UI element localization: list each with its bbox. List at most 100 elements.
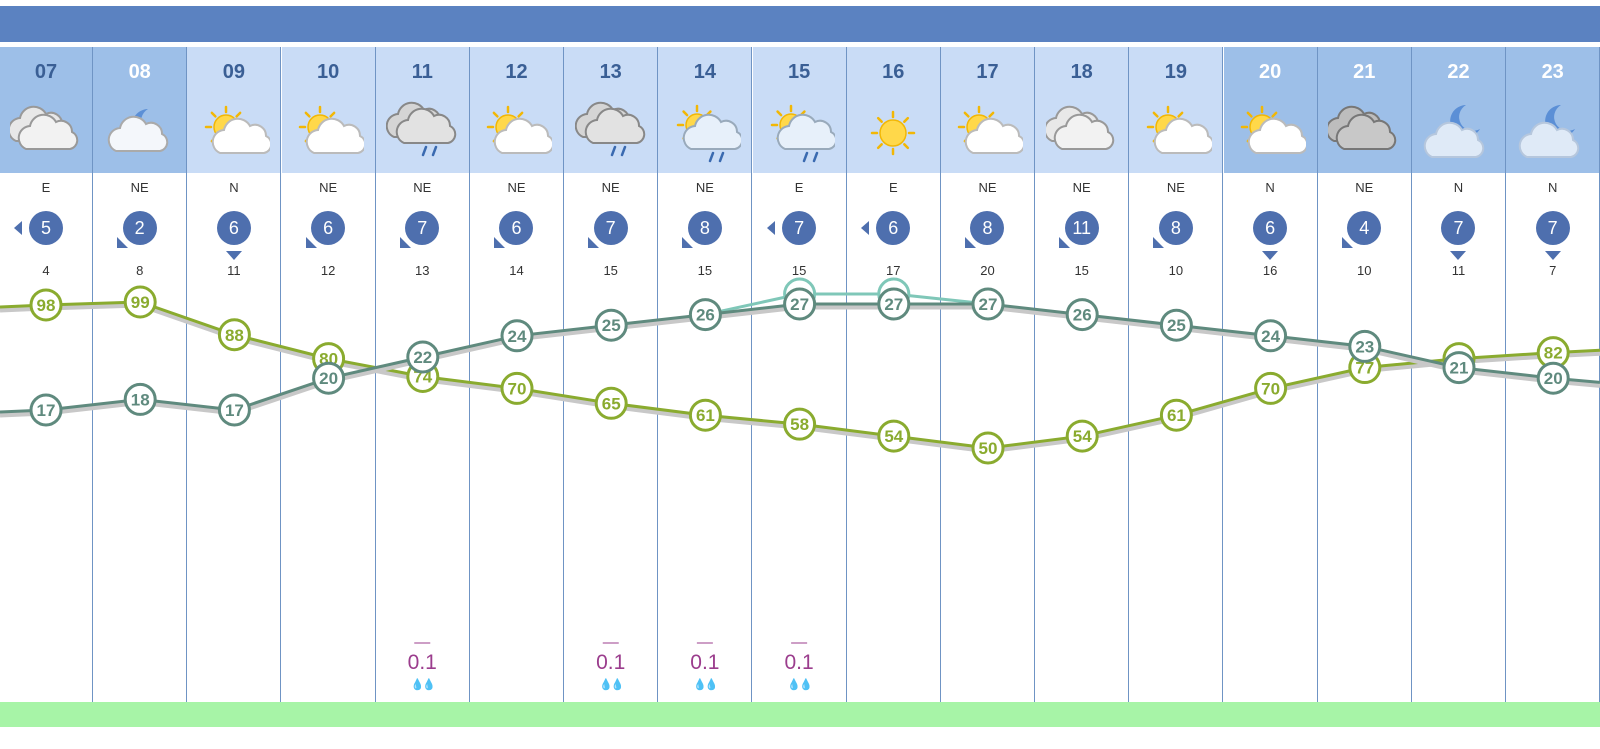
raindrop-icon: 💧💧 (410, 679, 436, 691)
wind-speed-badge: 7 (782, 211, 817, 245)
raindrop-icon: 💧💧 (598, 679, 624, 691)
sun-cloud-icon (1146, 105, 1212, 154)
humidity-point (123, 285, 157, 319)
wind-gust: 17 (886, 263, 901, 278)
hour-header: 17 (940, 47, 1035, 173)
hour-header: 16 (846, 47, 940, 173)
hour-header: 18 (1035, 47, 1129, 173)
wind-direction: NE (601, 180, 620, 195)
temperature-point (1348, 329, 1382, 363)
wind-gust: 16 (1262, 263, 1278, 278)
wind-speed-badge: 4 (1347, 211, 1382, 245)
wind-speed-badge: 6 (499, 211, 534, 245)
hour-header: 10 (281, 47, 375, 173)
hour-column: 07 E 5 4 (0, 47, 93, 713)
precipitation: —0.1 💧💧 (564, 635, 657, 695)
wind-speed-badge: 7 (405, 211, 440, 245)
hour-column: 10 NE 6 12 (281, 47, 376, 713)
wind-direction: E (41, 180, 51, 195)
humidity-value-label: 70 (508, 379, 527, 398)
raindrop-icon: 💧💧 (787, 679, 812, 691)
temperature-value-label: 26 (1073, 306, 1092, 325)
wind-gust: 15 (697, 263, 713, 278)
wind-gust: 20 (980, 263, 995, 278)
temperature-value-label: 25 (1167, 316, 1186, 335)
humidity-point (971, 431, 1005, 465)
hour-column: 15 E 7 15 —0.1 💧💧 (752, 47, 847, 713)
wind-gust: 4 (42, 263, 50, 278)
humidity-value-label: 88 (225, 326, 244, 345)
wind-gust: 15 (1074, 263, 1089, 278)
hour-column: 23 N 7 7 (1506, 47, 1600, 713)
wind-speed-badge: 8 (970, 211, 1005, 245)
wind-arrow-icon (860, 221, 869, 235)
precipitation: —0.1 💧💧 (753, 635, 846, 695)
moon-cloud-icon (107, 109, 168, 152)
temperature-value-label: 27 (884, 295, 903, 314)
hour-header: 21 (1317, 47, 1411, 173)
temperature-point (500, 319, 534, 353)
hour-column: 20 N 6 16 (1223, 47, 1318, 713)
wind-direction: NE (507, 180, 526, 195)
humidity-point (217, 318, 251, 352)
hour-label: 23 (1541, 61, 1564, 83)
temperature-point (1254, 319, 1288, 353)
humidity-value-label: 61 (1167, 406, 1186, 425)
hour-header: 19 (1129, 47, 1223, 173)
temperature-point (1065, 298, 1099, 332)
hour-column: 21 NE 4 10 (1317, 47, 1412, 713)
temperature-value-label: 24 (508, 327, 527, 346)
temperature-point (877, 287, 911, 321)
wind-speed-badge: 6 (311, 211, 346, 245)
temperature-value-label: 18 (131, 390, 150, 409)
humidity-value-label: 54 (884, 427, 903, 446)
hour-header: 22 (1411, 47, 1506, 173)
temperature-point (971, 287, 1005, 321)
wind-arrow-icon (305, 237, 317, 248)
hour-column: 17 NE 8 20 (940, 47, 1036, 713)
wind-gust: 11 (227, 263, 241, 278)
hour-column: 13 NE 7 15 —0.1 💧💧 (564, 47, 659, 713)
wind-arrow-icon (588, 237, 600, 248)
humidity-point (688, 398, 722, 432)
hour-header: 14 (658, 47, 752, 173)
humidity-point (29, 288, 63, 322)
wind-direction: NE (130, 180, 149, 195)
hour-header: 15 (752, 47, 846, 173)
wind-gust: 15 (791, 263, 807, 278)
wind-speed-badge: 7 (1441, 211, 1476, 245)
hour-label: 19 (1164, 61, 1188, 83)
top-header-bar (0, 6, 1600, 42)
hour-label: 09 (222, 61, 246, 83)
hour-column: 16 E 6 17 (846, 47, 941, 713)
humidity-value-label: 70 (1261, 379, 1280, 398)
precipitation: —0.1 💧💧 (658, 635, 751, 695)
wind-direction: E (794, 180, 804, 195)
hour-column: 19 NE 8 10 (1129, 47, 1224, 713)
hour-column: 22 N 7 11 (1411, 47, 1507, 713)
precipitation-value: 0.1 (690, 651, 720, 674)
hour-header: 20 (1223, 47, 1317, 173)
wind-direction: NE (1072, 180, 1091, 195)
wind-direction: NE (978, 180, 997, 195)
wind-gust: 12 (320, 263, 336, 278)
hour-label: 22 (1447, 61, 1470, 83)
hour-label: 13 (599, 61, 622, 83)
wind-arrow-icon (766, 221, 775, 235)
sun-cloud-icon (487, 105, 553, 154)
temperature-point (1159, 308, 1193, 342)
humidity-point (1254, 371, 1288, 405)
wind-gust: 13 (415, 263, 430, 278)
temperature-value-label: 26 (696, 306, 715, 325)
wind-direction: N (1547, 180, 1558, 195)
precipitation-dash: — (602, 634, 619, 651)
humidity-point (1065, 419, 1099, 453)
wind-direction: N (1453, 180, 1464, 195)
precipitation: —0.1 💧💧 (376, 635, 469, 695)
hour-header: 11 (375, 47, 469, 173)
moon-icon (1518, 105, 1579, 158)
wind-gust: 11 (1451, 263, 1466, 278)
humidity-point (1159, 398, 1193, 432)
wind-speed-badge: 6 (876, 211, 911, 245)
hour-label: 17 (976, 61, 999, 83)
